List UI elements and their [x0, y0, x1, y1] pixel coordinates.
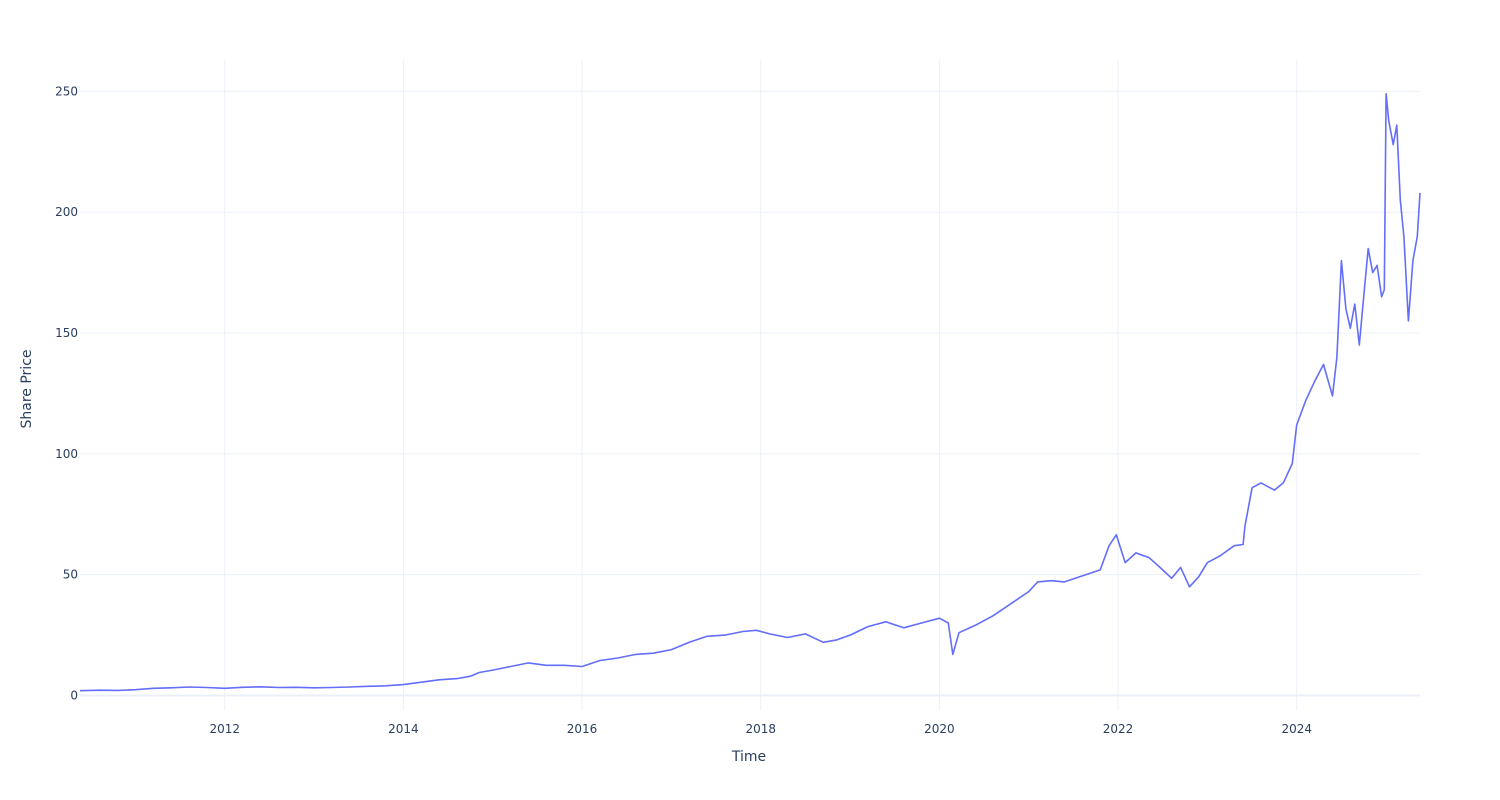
- y-tick-label: 100: [55, 447, 78, 461]
- x-tick-labels: 2012 2014 2016 2018 2020 2022 2024: [209, 722, 1312, 736]
- y-tick-label: 50: [63, 568, 78, 582]
- y-tick-labels: 0 50 100 150 200 250: [55, 84, 78, 702]
- y-tick-label: 200: [55, 205, 78, 219]
- series-layer: [79, 93, 1421, 692]
- y-axis-title: Share Price: [19, 349, 35, 428]
- x-tick-label: 2024: [1281, 722, 1312, 736]
- x-tick-label: 2016: [567, 722, 598, 736]
- y-tick-label: 150: [55, 326, 78, 340]
- x-axis-title: Time: [731, 749, 766, 765]
- x-tick-label: 2012: [209, 722, 240, 736]
- x-tick-label: 2020: [924, 722, 955, 736]
- y-tick-label: 250: [55, 84, 78, 98]
- x-tick-label: 2014: [388, 722, 419, 736]
- grid-layer: [80, 60, 1420, 710]
- x-tick-label: 2022: [1103, 722, 1134, 736]
- series-line-0: [79, 93, 1421, 692]
- x-tick-label: 2018: [745, 722, 776, 736]
- y-tick-label: 0: [70, 689, 78, 703]
